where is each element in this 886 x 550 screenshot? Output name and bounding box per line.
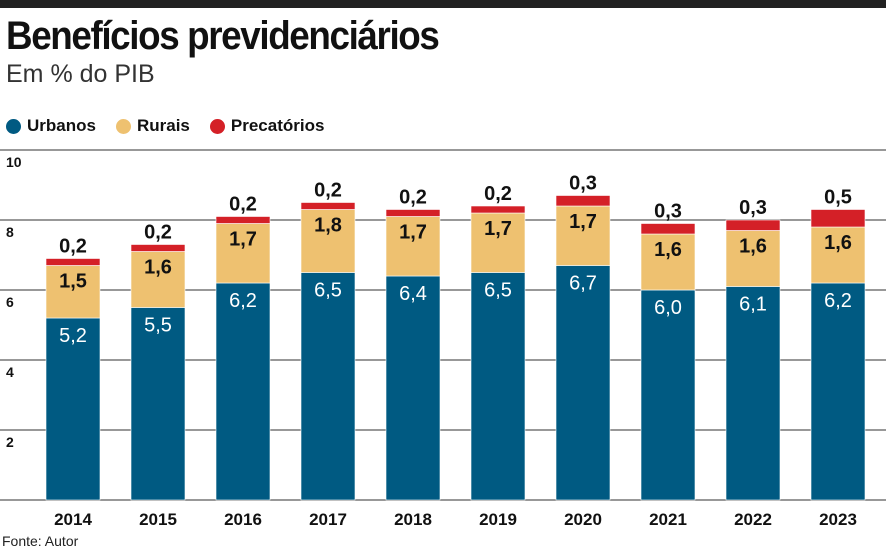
data-label: 5,5 (144, 315, 172, 337)
data-label: 1,7 (569, 211, 597, 233)
data-label: 1,5 (59, 271, 87, 293)
data-label: 1,8 (314, 215, 342, 237)
data-label: 0,3 (569, 173, 597, 195)
y-tick-label: 4 (6, 364, 14, 380)
x-tick-label: 2019 (479, 510, 517, 529)
legend-item-rurais: Rurais (115, 116, 190, 136)
data-label: 0,2 (399, 187, 427, 209)
y-tick-label: 6 (6, 294, 14, 310)
data-label: 1,6 (739, 236, 767, 258)
bar-precatórios (810, 209, 866, 228)
chart-subtitle: Em % do PIB (6, 60, 155, 88)
chart-title: Benefícios previdenciários (6, 14, 440, 58)
bar-precatórios (45, 258, 101, 266)
bar-urbanos (385, 275, 441, 501)
data-label: 0,2 (229, 194, 257, 216)
bar-precatórios (300, 202, 356, 210)
data-label: 1,6 (824, 232, 852, 254)
data-label: 6,5 (484, 280, 512, 302)
data-label: 6,2 (229, 290, 257, 312)
x-tick-label: 2020 (564, 510, 602, 529)
bar-urbanos (810, 282, 866, 501)
bar-precatórios (130, 244, 186, 252)
data-label: 1,7 (229, 229, 257, 251)
x-tick-label: 2022 (734, 510, 772, 529)
bar-urbanos (470, 272, 526, 501)
legend-swatch (115, 118, 131, 134)
bar-urbanos (130, 307, 186, 501)
data-label: 0,2 (314, 180, 342, 202)
data-label: 1,6 (144, 257, 172, 279)
x-tick-label: 2016 (224, 510, 262, 529)
bar-precatórios (555, 195, 611, 207)
y-tick-label: 10 (6, 154, 22, 170)
data-label: 6,5 (314, 280, 342, 302)
bar-rurais (555, 205, 611, 266)
data-label: 6,1 (739, 294, 767, 316)
data-label: 0,3 (739, 197, 767, 219)
data-label: 6,4 (399, 283, 427, 305)
top-rule (0, 0, 886, 8)
y-tick-label: 8 (6, 224, 14, 240)
bar-urbanos (300, 272, 356, 501)
data-label: 1,6 (654, 239, 682, 261)
data-label: 5,2 (59, 325, 87, 347)
bar-precatórios (640, 223, 696, 235)
data-label: 1,7 (399, 222, 427, 244)
x-tick-label: 2021 (649, 510, 687, 529)
legend-label: Precatórios (230, 116, 325, 135)
data-label: 0,2 (484, 183, 512, 205)
data-label: 6,7 (569, 273, 597, 295)
bar-rurais (810, 226, 866, 284)
legend-item-urbanos: Urbanos (6, 116, 96, 136)
bar-precatórios (385, 209, 441, 217)
bar-rurais (725, 230, 781, 287)
legend-swatch (6, 118, 21, 134)
legend-swatch (209, 118, 225, 134)
x-tick-label: 2014 (54, 510, 92, 529)
legend-label: Urbanos (27, 116, 96, 135)
source-note: Fonte: Autor (2, 533, 79, 549)
bar-rurais (300, 209, 356, 273)
bar-precatórios (215, 216, 271, 224)
data-label: 6,0 (654, 297, 682, 319)
data-label: 0,2 (144, 222, 172, 244)
data-label: 0,5 (824, 187, 852, 209)
bar-urbanos (555, 265, 611, 501)
bar-rurais (215, 223, 271, 284)
bar-rurais (640, 233, 696, 291)
data-label: 0,2 (59, 236, 87, 258)
legend-item-precatorios: Precatórios (209, 116, 325, 136)
bar-rurais (130, 251, 186, 308)
bar-urbanos (640, 289, 696, 501)
bar-rurais (385, 216, 441, 277)
legend-label: Rurais (136, 116, 190, 135)
x-tick-label: 2017 (309, 510, 347, 529)
bar-precatórios (725, 219, 781, 231)
data-label: 0,3 (654, 201, 682, 223)
x-tick-label: 2015 (139, 510, 177, 529)
y-tick-label: 2 (6, 434, 14, 450)
legend: Urbanos Rurais Precatórios (6, 116, 324, 136)
x-tick-label: 2018 (394, 510, 432, 529)
bar-urbanos (725, 286, 781, 501)
bar-precatórios (470, 205, 526, 214)
bar-urbanos (215, 282, 271, 501)
data-label: 1,7 (484, 218, 512, 240)
x-tick-label: 2023 (819, 510, 857, 529)
bar-rurais (470, 212, 526, 273)
data-label: 6,2 (824, 290, 852, 312)
